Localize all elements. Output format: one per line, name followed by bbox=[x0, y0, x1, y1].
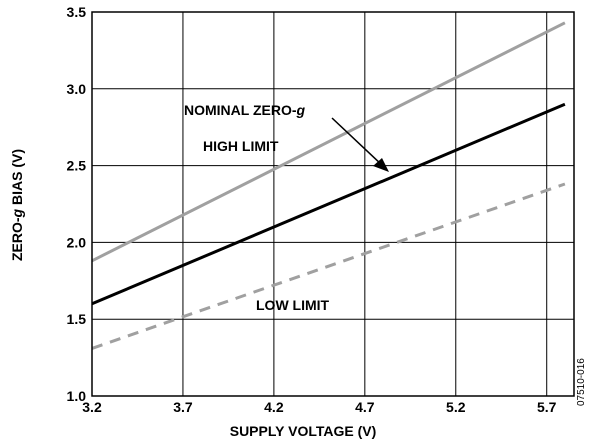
y-axis-label: ZERO-g BIAS (V) bbox=[9, 149, 25, 261]
x-tick-label: 3.2 bbox=[82, 399, 102, 415]
y-tick-label: 1.5 bbox=[67, 311, 87, 327]
x-axis-label: SUPPLY VOLTAGE (V) bbox=[230, 423, 377, 439]
x-tick-label: 3.7 bbox=[173, 399, 193, 415]
x-tick-label: 4.2 bbox=[264, 399, 284, 415]
series-group bbox=[91, 21, 566, 350]
x-tick-label: 5.2 bbox=[446, 399, 466, 415]
high-limit-label: HIGH LIMIT bbox=[203, 138, 279, 154]
nominal-annotation-arrow-line bbox=[331, 117, 384, 167]
y-tick-label: 2.0 bbox=[67, 234, 87, 250]
series-high-limit-line bbox=[91, 21, 566, 263]
y-tick-label: 3.0 bbox=[67, 81, 87, 97]
y-tick-label: 3.5 bbox=[67, 4, 87, 20]
plot-frame bbox=[91, 11, 575, 397]
y-tick-labels: 1.0 1.5 2.0 2.5 3.0 3.5 bbox=[67, 4, 87, 404]
series-nominal-zero-g-line bbox=[91, 102, 566, 306]
nominal-annotation-arrowhead bbox=[373, 158, 389, 172]
grid bbox=[91, 11, 574, 397]
y-tick-label: 1.0 bbox=[67, 388, 87, 404]
x-tick-labels: 3.2 3.7 4.2 4.7 5.2 5.7 bbox=[82, 399, 556, 415]
x-tick-label: 4.7 bbox=[355, 399, 375, 415]
low-limit-label: LOW LIMIT bbox=[256, 297, 330, 313]
nominal-zero-g-label: NOMINAL ZERO-g bbox=[184, 102, 306, 118]
x-tick-label: 5.7 bbox=[537, 399, 557, 415]
series-low-limit-line bbox=[91, 182, 566, 350]
y-tick-label: 2.5 bbox=[67, 158, 87, 174]
figure-id: 07510-016 bbox=[576, 358, 587, 406]
